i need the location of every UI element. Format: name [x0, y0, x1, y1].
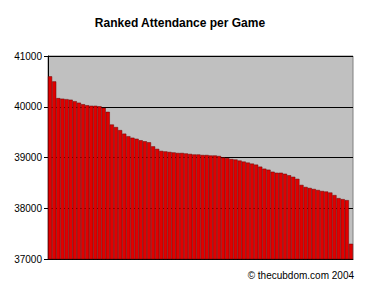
svg-text:40000: 40000 [14, 101, 42, 112]
svg-text:37000: 37000 [14, 254, 42, 265]
svg-text:Ranked Attendance per Game: Ranked Attendance per Game [95, 16, 266, 30]
svg-text:38000: 38000 [14, 203, 42, 214]
svg-text:39000: 39000 [14, 152, 42, 163]
svg-text:41000: 41000 [14, 51, 42, 62]
svg-text:© thecubdom.com 2004: © thecubdom.com 2004 [248, 270, 355, 281]
